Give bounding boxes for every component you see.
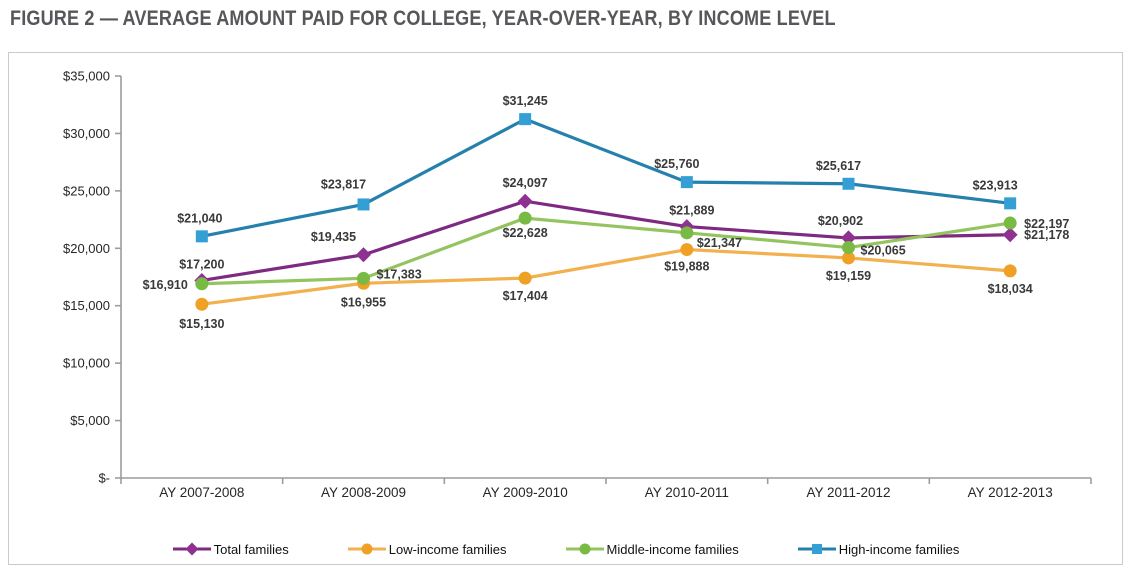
series-marker-high-income-families	[1004, 197, 1017, 210]
data-label: $23,913	[973, 178, 1018, 192]
legend-label: Middle-income families	[606, 541, 739, 557]
x-axis-label: AY 2012-2013	[968, 485, 1053, 500]
series-marker-high-income-families	[357, 198, 370, 211]
series-marker-high-income-families	[195, 230, 208, 243]
x-axis-label: AY 2008-2009	[321, 485, 406, 500]
data-label: $18,034	[988, 282, 1033, 296]
series-marker-total-families	[841, 230, 856, 246]
data-label: $21,889	[669, 204, 714, 218]
data-label: $24,097	[503, 176, 548, 190]
series-marker-low-income-families	[195, 297, 209, 311]
data-label: $16,910	[143, 278, 188, 292]
legend-item-high-income-families: High-income families	[797, 541, 960, 557]
data-label: $25,617	[816, 159, 861, 173]
data-label: $15,130	[179, 317, 224, 331]
y-tick-label: $35,000	[63, 69, 110, 84]
series-marker-total-families	[517, 193, 533, 209]
data-label: $19,159	[826, 269, 871, 283]
data-label: $31,245	[503, 94, 548, 108]
data-label: $21,178	[1024, 228, 1069, 242]
data-label: $25,760	[654, 157, 699, 171]
chart-legend: Total families Low-income families Middle-…	[9, 541, 1122, 557]
y-tick-label: $10,000	[63, 356, 110, 371]
legend-swatch-circle-icon	[347, 543, 386, 555]
series-marker-total-families	[1002, 227, 1018, 243]
data-label: $21,347	[697, 236, 742, 250]
y-tick-label: $25,000	[63, 183, 110, 198]
data-label: $20,065	[861, 244, 906, 258]
x-axis-label: AY 2010-2011	[645, 485, 729, 500]
line-chart: $- $5,000 $10,000 $15,000 $20,000 $25,000 $30,…	[63, 69, 1092, 500]
data-label: $23,817	[321, 177, 366, 191]
y-tick-label: $30,000	[63, 126, 110, 141]
series-marker-middle-income-families	[518, 211, 532, 225]
data-label: $22,628	[503, 226, 548, 240]
legend-swatch-square-icon	[797, 544, 836, 554]
series-line-high-income-families	[201, 117, 1011, 238]
data-label: $19,888	[664, 260, 709, 274]
legend-label: Total families	[213, 541, 289, 557]
series-marker-middle-income-families	[1003, 216, 1017, 230]
series-marker-high-income-families	[519, 113, 532, 126]
y-tick-label: $-	[98, 471, 110, 486]
data-label: $16,955	[341, 295, 386, 309]
data-label: $17,404	[503, 289, 548, 303]
series-marker-total-families	[356, 247, 371, 263]
figure-title: FIGURE 2 — AVERAGE AMOUNT PAID FOR COLLE…	[10, 6, 836, 30]
data-label: $17,383	[377, 267, 422, 281]
x-axis-label: AY 2007-2008	[159, 485, 244, 500]
y-tick-label: $5,000	[70, 413, 110, 428]
series-marker-middle-income-families	[842, 241, 855, 255]
series-marker-middle-income-families	[680, 226, 694, 240]
legend-item-low-income-families: Low-income families	[347, 541, 507, 557]
x-axis-label: AY 2011-2012	[806, 485, 890, 500]
data-label: $19,435	[311, 230, 356, 244]
series-marker-high-income-families	[842, 177, 855, 190]
chart-container: $- $5,000 $10,000 $15,000 $20,000 $25,000 $30,…	[8, 52, 1123, 565]
data-label: $20,902	[818, 214, 863, 228]
legend-item-total-families: Total families	[172, 541, 289, 557]
legend-swatch-circle-icon	[565, 543, 604, 555]
legend-item-middle-income-families: Middle-income families	[565, 541, 739, 557]
series-marker-low-income-families	[680, 243, 694, 257]
series-marker-high-income-families	[680, 176, 693, 189]
series-line-middle-income-families	[201, 216, 1011, 286]
legend-label: Low-income families	[388, 541, 507, 557]
series-line-low-income-families	[201, 247, 1011, 306]
series-marker-low-income-families	[518, 271, 532, 285]
series-marker-middle-income-families	[357, 271, 370, 285]
series-marker-middle-income-families	[195, 277, 209, 291]
data-label: $17,200	[179, 257, 224, 271]
series-marker-low-income-families	[1003, 264, 1017, 278]
legend-label: High-income families	[838, 541, 960, 557]
data-label: $21,040	[177, 211, 222, 225]
series-line-total-families	[201, 199, 1011, 283]
legend-swatch-diamond-icon	[172, 542, 211, 556]
series-marker-low-income-families	[842, 251, 855, 265]
y-tick-label: $15,000	[63, 298, 110, 313]
x-axis-label: AY 2009-2010	[483, 485, 568, 500]
data-label: $22,197	[1024, 217, 1069, 231]
y-tick-label: $20,000	[63, 241, 110, 256]
